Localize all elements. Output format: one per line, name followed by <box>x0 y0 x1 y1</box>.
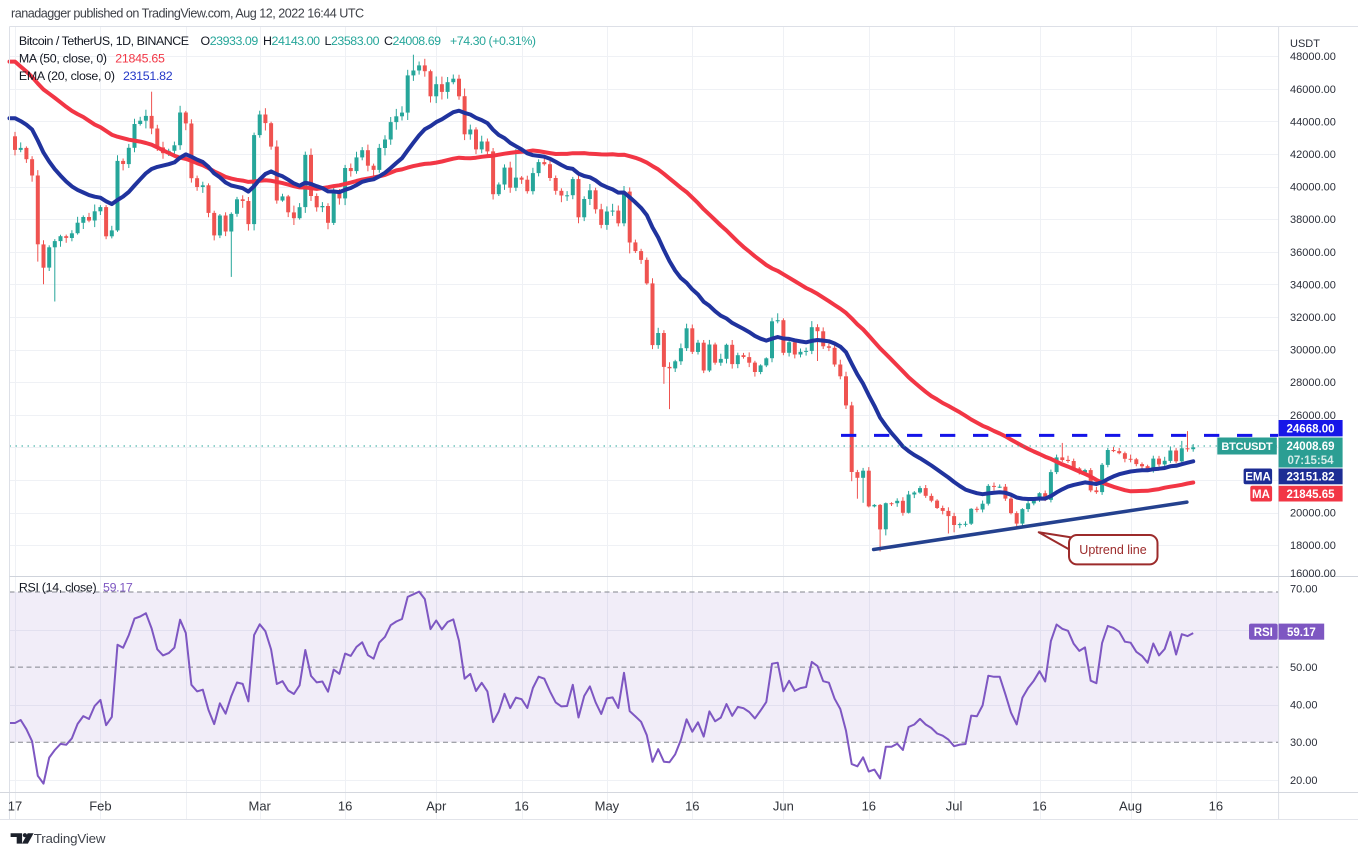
svg-text:26000.00: 26000.00 <box>1290 410 1336 422</box>
svg-text:EMA (20, close, 0)23151.82: EMA (20, close, 0) 23151.82 <box>19 69 173 83</box>
svg-text:MA: MA <box>1252 489 1270 501</box>
svg-text:May: May <box>595 799 620 814</box>
svg-text:Aug: Aug <box>1119 799 1142 814</box>
svg-text:USDT: USDT <box>1290 38 1320 50</box>
svg-text:17: 17 <box>8 799 22 814</box>
svg-text:40.00: 40.00 <box>1290 700 1318 712</box>
svg-text:24668.00: 24668.00 <box>1287 424 1335 436</box>
svg-text:44000.00: 44000.00 <box>1290 116 1336 128</box>
svg-text:Jun: Jun <box>773 799 794 814</box>
svg-text:20000.00: 20000.00 <box>1290 508 1336 520</box>
svg-text:16: 16 <box>338 799 352 814</box>
svg-text:ranadagger published on Tradin: ranadagger published on TradingView.com,… <box>11 7 364 21</box>
svg-text:32000.00: 32000.00 <box>1290 312 1336 324</box>
svg-text:42000.00: 42000.00 <box>1290 149 1336 161</box>
svg-text:23151.82: 23151.82 <box>1287 472 1335 484</box>
svg-text:50.00: 50.00 <box>1290 662 1318 674</box>
svg-text:16: 16 <box>862 799 876 814</box>
svg-text:BTCUSDT: BTCUSDT <box>1221 441 1273 453</box>
svg-text:16000.00: 16000.00 <box>1290 568 1336 580</box>
svg-text:24008.69: 24008.69 <box>1287 441 1335 453</box>
svg-text:59.17: 59.17 <box>1287 627 1316 639</box>
svg-text:16: 16 <box>1032 799 1046 814</box>
svg-text:30000.00: 30000.00 <box>1290 345 1336 357</box>
svg-text:28000.00: 28000.00 <box>1290 377 1336 389</box>
svg-text:30.00: 30.00 <box>1290 737 1318 749</box>
svg-text:46000.00: 46000.00 <box>1290 84 1336 96</box>
svg-text:MA (50, close, 0)21845.65: MA (50, close, 0) 21845.65 <box>19 51 165 65</box>
svg-text:Mar: Mar <box>249 799 272 814</box>
svg-text:34000.00: 34000.00 <box>1290 279 1336 291</box>
svg-text:07:15:54: 07:15:54 <box>1287 455 1334 467</box>
svg-text:18000.00: 18000.00 <box>1290 540 1336 552</box>
svg-text:48000.00: 48000.00 <box>1290 51 1336 63</box>
svg-text:TradingView: TradingView <box>34 831 106 846</box>
svg-text:16: 16 <box>685 799 699 814</box>
svg-text:Bitcoin / TetherUS, 1D, BINANC: Bitcoin / TetherUS, 1D, BINANCE O23933.09… <box>19 34 536 48</box>
svg-text:RSI: RSI <box>1254 627 1273 639</box>
svg-text:40000.00: 40000.00 <box>1290 182 1336 194</box>
svg-text:Feb: Feb <box>89 799 111 814</box>
svg-text:16: 16 <box>1209 799 1223 814</box>
svg-text:RSI (14, close)59.17: RSI (14, close) 59.17 <box>19 581 133 595</box>
svg-text:EMA: EMA <box>1245 472 1271 484</box>
svg-text:20.00: 20.00 <box>1290 775 1318 787</box>
svg-text:16: 16 <box>514 799 528 814</box>
svg-text:70.00: 70.00 <box>1290 583 1318 595</box>
svg-text:38000.00: 38000.00 <box>1290 214 1336 226</box>
svg-text:Jul: Jul <box>946 799 963 814</box>
svg-text:Apr: Apr <box>426 799 447 814</box>
svg-text:Uptrend line: Uptrend line <box>1079 543 1146 557</box>
svg-text:21845.65: 21845.65 <box>1287 489 1336 501</box>
svg-text:36000.00: 36000.00 <box>1290 247 1336 259</box>
